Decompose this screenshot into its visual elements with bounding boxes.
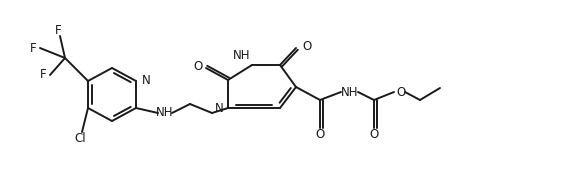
Text: N: N (142, 75, 151, 88)
Text: Cl: Cl (74, 133, 86, 146)
Text: N: N (215, 102, 224, 115)
Text: O: O (302, 41, 311, 54)
Text: O: O (315, 128, 325, 141)
Text: O: O (369, 128, 378, 141)
Text: O: O (396, 86, 406, 98)
Text: F: F (30, 42, 36, 55)
Text: F: F (55, 24, 61, 37)
Text: F: F (39, 69, 46, 82)
Text: NH: NH (232, 49, 250, 62)
Text: NH: NH (156, 107, 174, 120)
Text: NH: NH (341, 86, 359, 98)
Text: O: O (193, 61, 202, 74)
